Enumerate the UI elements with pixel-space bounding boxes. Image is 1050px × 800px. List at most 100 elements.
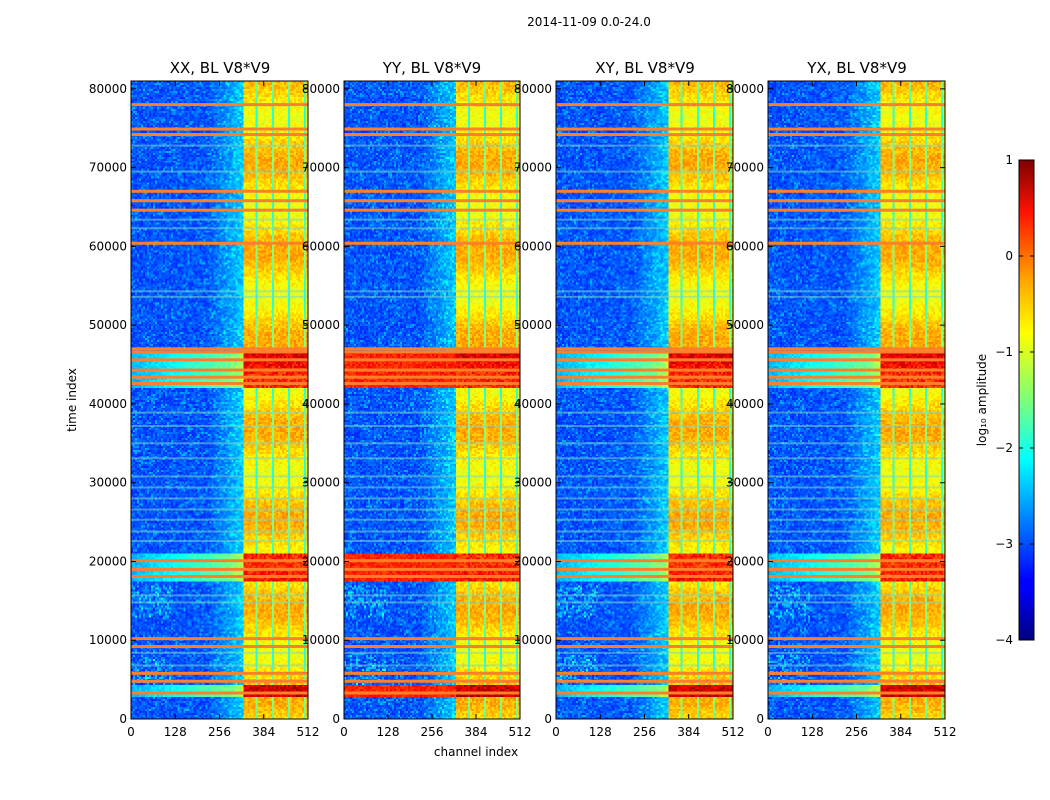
y-tick-label-yx-4: 40000 bbox=[726, 397, 764, 411]
y-tick-label-yx-2: 20000 bbox=[726, 554, 764, 568]
figure-title: 2014-11-09 0.0-24.0 bbox=[527, 15, 651, 29]
flag-row-faint-yy-12 bbox=[344, 442, 520, 445]
flag-row-faint-yx-6 bbox=[768, 518, 945, 521]
flag-row-faint-yy-20 bbox=[344, 144, 520, 147]
flag-row-faint-xx-9 bbox=[131, 486, 308, 489]
colorbar: 1 0 −1 −2 −3 −4 log₁₀ amplitude bbox=[975, 153, 1035, 647]
flag-row-yy-9 bbox=[344, 375, 520, 379]
flag-row-xy-5 bbox=[556, 574, 733, 578]
flag-row-xx-19 bbox=[131, 127, 308, 131]
x-tick-label-yx-0: 0 bbox=[764, 725, 772, 739]
flag-row-xy-18 bbox=[556, 133, 733, 137]
flag-row-yx-1 bbox=[768, 679, 945, 683]
flag-row-faint-yx-20 bbox=[768, 144, 945, 147]
flag-row-yx-7 bbox=[768, 559, 945, 563]
x-tick-label-yx-3: 384 bbox=[889, 725, 912, 739]
colorbar-tick-label-0: 1 bbox=[1005, 153, 1013, 167]
x-tick-label-yx-2: 256 bbox=[845, 725, 868, 739]
flag-row-xx-1 bbox=[131, 679, 308, 683]
flag-row-faint-xx-5 bbox=[131, 530, 308, 533]
colorbar-tick-label-1: 0 bbox=[1005, 249, 1013, 263]
flag-row-xy-10 bbox=[556, 368, 733, 372]
flag-row-yx-0 bbox=[768, 691, 945, 695]
flag-row-faint-yy-0 bbox=[344, 664, 520, 667]
flag-row-faint-yx-2 bbox=[768, 601, 945, 604]
y-tick-label-yy-3: 30000 bbox=[302, 476, 340, 490]
flag-row-yx-11 bbox=[768, 358, 945, 362]
flag-row-yx-12 bbox=[768, 350, 945, 354]
y-tick-label-xy-3: 30000 bbox=[514, 476, 552, 490]
y-tick-label-yy-5: 50000 bbox=[302, 318, 340, 332]
flag-row-xx-7 bbox=[131, 559, 308, 563]
flag-row-faint-xy-16 bbox=[556, 290, 733, 293]
flag-row-yx-15 bbox=[768, 208, 945, 212]
y-tick-label-xx-1: 10000 bbox=[89, 633, 127, 647]
flag-row-xy-11 bbox=[556, 358, 733, 362]
flag-row-faint-xy-2 bbox=[556, 601, 733, 604]
flag-row-xx-20 bbox=[131, 103, 308, 107]
flag-row-xy-13 bbox=[556, 347, 733, 351]
flag-row-faint-yy-2 bbox=[344, 601, 520, 604]
colorbar-label: log₁₀ amplitude bbox=[975, 354, 989, 446]
flag-row-faint-yy-17 bbox=[344, 227, 520, 230]
heatmap-yy bbox=[344, 81, 520, 719]
y-tick-label-xy-6: 60000 bbox=[514, 239, 552, 253]
flag-row-xy-0 bbox=[556, 691, 733, 695]
x-tick-label-xx-1: 128 bbox=[164, 725, 187, 739]
flag-row-yx-2 bbox=[768, 671, 945, 675]
y-tick-label-yx-0: 0 bbox=[756, 712, 764, 726]
x-tick-label-xx-3: 384 bbox=[252, 725, 275, 739]
flag-row-xx-4 bbox=[131, 637, 308, 641]
y-tick-label-xx-4: 40000 bbox=[89, 397, 127, 411]
flag-row-faint-xy-11 bbox=[556, 457, 733, 460]
flag-row-xy-9 bbox=[556, 375, 733, 379]
flag-row-yx-10 bbox=[768, 368, 945, 372]
flag-row-xy-2 bbox=[556, 671, 733, 675]
flag-row-yy-12 bbox=[344, 350, 520, 354]
x-tick-label-xx-0: 0 bbox=[127, 725, 135, 739]
y-tick-label-xx-7: 70000 bbox=[89, 161, 127, 175]
flag-row-faint-yy-8 bbox=[344, 497, 520, 500]
flag-row-xx-8 bbox=[131, 381, 308, 385]
flag-row-faint-yy-16 bbox=[344, 290, 520, 293]
y-tick-label-xx-5: 50000 bbox=[89, 318, 127, 332]
flag-row-yy-4 bbox=[344, 637, 520, 641]
flag-row-faint-xx-4 bbox=[131, 539, 308, 542]
flag-row-faint-yx-14 bbox=[768, 411, 945, 414]
colorbar-tick-label-4: −3 bbox=[995, 537, 1013, 551]
flag-row-faint-xx-16 bbox=[131, 290, 308, 293]
flag-row-xx-3 bbox=[131, 645, 308, 649]
flag-row-xx-10 bbox=[131, 368, 308, 372]
flag-row-yy-1 bbox=[344, 679, 520, 683]
flag-row-yy-3 bbox=[344, 645, 520, 649]
flag-row-yx-17 bbox=[768, 189, 945, 193]
flag-row-xy-8 bbox=[556, 381, 733, 385]
flag-row-yx-18 bbox=[768, 133, 945, 137]
x-tick-label-yy-3: 384 bbox=[465, 725, 488, 739]
flag-row-yx-5 bbox=[768, 574, 945, 578]
panel-xy: XY, BL V8*V9 0 128 256 384 512 0 10000 20000 300… bbox=[514, 59, 745, 739]
x-tick-label-yy-0: 0 bbox=[340, 725, 348, 739]
flag-row-yx-19 bbox=[768, 127, 945, 131]
flag-row-yx-20 bbox=[768, 103, 945, 107]
flag-row-faint-yy-11 bbox=[344, 457, 520, 460]
x-tick-label-yy-1: 128 bbox=[377, 725, 400, 739]
flag-row-faint-yy-19 bbox=[344, 170, 520, 173]
flag-row-faint-yy-15 bbox=[344, 295, 520, 298]
flag-row-faint-xy-15 bbox=[556, 295, 733, 298]
flag-row-faint-xx-2 bbox=[131, 601, 308, 604]
y-tick-label-yx-3: 30000 bbox=[726, 476, 764, 490]
flag-row-yy-10 bbox=[344, 368, 520, 372]
x-tick-label-yy-2: 256 bbox=[421, 725, 444, 739]
y-tick-label-xy-8: 80000 bbox=[514, 82, 552, 96]
y-tick-label-yy-4: 40000 bbox=[302, 397, 340, 411]
flag-row-yy-18 bbox=[344, 133, 520, 137]
flag-row-yy-11 bbox=[344, 358, 520, 362]
panel-title-xx: XX, BL V8*V9 bbox=[170, 59, 271, 77]
y-tick-label-yx-8: 80000 bbox=[726, 82, 764, 96]
x-tick-label-xx-2: 256 bbox=[208, 725, 231, 739]
flag-row-yx-16 bbox=[768, 199, 945, 203]
flag-row-faint-yy-14 bbox=[344, 411, 520, 414]
panel-title-yx: YX, BL V8*V9 bbox=[806, 59, 907, 77]
y-tick-label-yy-0: 0 bbox=[332, 712, 340, 726]
